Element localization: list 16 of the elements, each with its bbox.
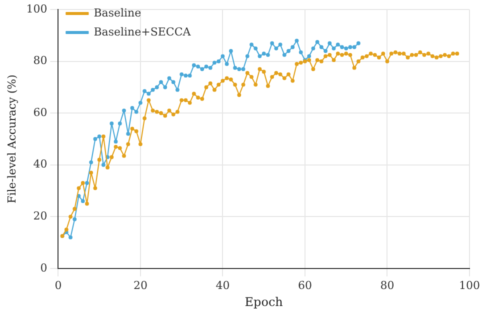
- y-tick-label: 80: [33, 54, 48, 68]
- x-axis-title: Epoch: [244, 294, 284, 309]
- y-tick-label: 0: [40, 261, 48, 274]
- y-tick-label: 40: [33, 158, 48, 171]
- x-tick-label: 20: [133, 278, 148, 292]
- legend-label: Baseline+SECCA: [94, 25, 192, 38]
- y-axis-title: File-level Accuracy (%): [5, 74, 18, 204]
- x-tick-label: 60: [298, 278, 312, 292]
- x-tick-label: 100: [459, 278, 480, 292]
- x-tick-label: 0: [54, 278, 62, 292]
- legend-label: Baseline: [94, 6, 142, 20]
- y-tick-label: 60: [33, 106, 48, 119]
- x-tick-label: 40: [216, 278, 230, 292]
- y-tick-label: 100: [26, 2, 48, 16]
- x-tick-label: 80: [380, 278, 394, 292]
- y-tick-label: 20: [33, 210, 48, 222]
